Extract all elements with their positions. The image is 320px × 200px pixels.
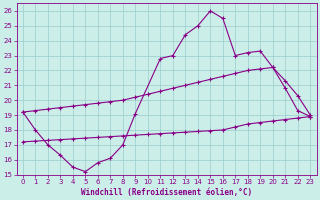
X-axis label: Windchill (Refroidissement éolien,°C): Windchill (Refroidissement éolien,°C): [81, 188, 252, 197]
